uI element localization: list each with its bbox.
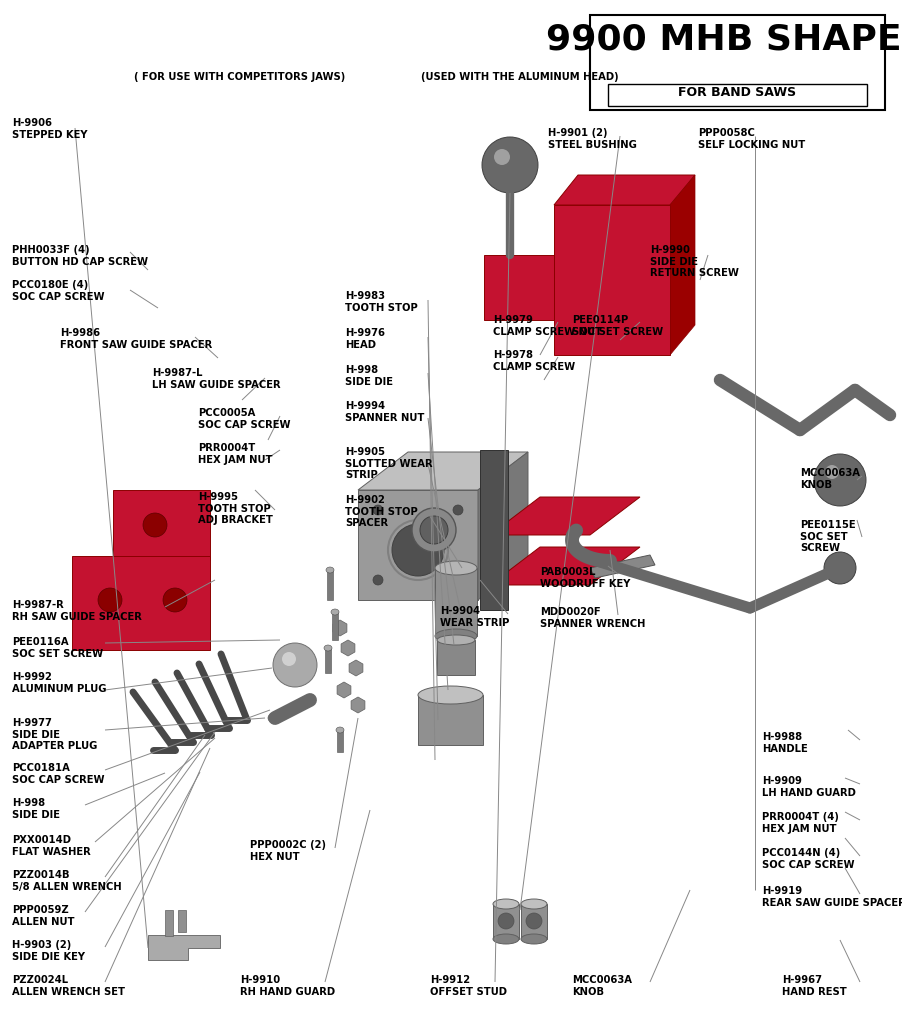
Circle shape bbox=[143, 513, 167, 537]
Text: PEE0115E
SOC SET
SCREW: PEE0115E SOC SET SCREW bbox=[799, 520, 855, 553]
Ellipse shape bbox=[437, 635, 474, 645]
Polygon shape bbox=[113, 490, 210, 560]
Bar bbox=[165, 910, 173, 936]
Text: H-9992
ALUMINUM PLUG: H-9992 ALUMINUM PLUG bbox=[12, 672, 106, 693]
Ellipse shape bbox=[520, 934, 547, 944]
Text: H-9912
OFFSET STUD: H-9912 OFFSET STUD bbox=[429, 975, 506, 996]
Polygon shape bbox=[554, 175, 695, 205]
Text: MDD0020F
SPANNER WRENCH: MDD0020F SPANNER WRENCH bbox=[539, 607, 645, 629]
Circle shape bbox=[163, 588, 187, 612]
Text: H-9906
STEPPED KEY: H-9906 STEPPED KEY bbox=[12, 118, 87, 139]
Text: MCC0063A
KNOB: MCC0063A KNOB bbox=[799, 468, 859, 489]
Text: PRR0004T
HEX JAM NUT: PRR0004T HEX JAM NUT bbox=[198, 443, 272, 465]
Ellipse shape bbox=[435, 561, 476, 575]
Text: H-9977
SIDE DIE
ADAPTER PLUG: H-9977 SIDE DIE ADAPTER PLUG bbox=[12, 718, 97, 752]
Text: PEE0116A
SOC SET SCREW: PEE0116A SOC SET SCREW bbox=[12, 637, 103, 658]
Text: PCC0005A
SOC CAP SCREW: PCC0005A SOC CAP SCREW bbox=[198, 408, 290, 430]
Text: (USED WITH THE ALUMINUM HEAD): (USED WITH THE ALUMINUM HEAD) bbox=[420, 72, 618, 82]
Ellipse shape bbox=[324, 645, 332, 651]
Bar bbox=[520, 904, 547, 939]
Polygon shape bbox=[72, 556, 210, 650]
Text: H-9901 (2)
STEEL BUSHING: H-9901 (2) STEEL BUSHING bbox=[548, 128, 636, 150]
Bar bbox=[437, 640, 474, 675]
Text: H-9976
HEAD: H-9976 HEAD bbox=[345, 328, 384, 349]
Circle shape bbox=[813, 454, 865, 506]
Bar bbox=[607, 84, 866, 106]
Polygon shape bbox=[589, 555, 654, 578]
Text: PXX0014D
FLAT WASHER: PXX0014D FLAT WASHER bbox=[12, 835, 90, 857]
Circle shape bbox=[453, 505, 463, 515]
Text: H-9990
SIDE DIE
RETURN SCREW: H-9990 SIDE DIE RETURN SCREW bbox=[649, 245, 738, 279]
Circle shape bbox=[493, 150, 510, 165]
Polygon shape bbox=[148, 935, 220, 961]
Polygon shape bbox=[554, 205, 669, 355]
Ellipse shape bbox=[418, 686, 483, 705]
Circle shape bbox=[98, 588, 122, 612]
Text: H-9983
TOOTH STOP: H-9983 TOOTH STOP bbox=[345, 291, 418, 312]
Text: H-9987-L
LH SAW GUIDE SPACER: H-9987-L LH SAW GUIDE SPACER bbox=[152, 368, 281, 389]
Text: PEE0114P
SOC SET SCREW: PEE0114P SOC SET SCREW bbox=[571, 315, 662, 337]
Polygon shape bbox=[357, 452, 528, 490]
Circle shape bbox=[391, 524, 444, 575]
Ellipse shape bbox=[492, 899, 519, 909]
Text: PPP0059Z
ALLEN NUT: PPP0059Z ALLEN NUT bbox=[12, 905, 75, 927]
Bar bbox=[492, 904, 519, 939]
Polygon shape bbox=[490, 547, 640, 585]
Text: PPP0002C (2)
HEX NUT: PPP0002C (2) HEX NUT bbox=[250, 840, 326, 861]
Ellipse shape bbox=[520, 899, 547, 909]
Bar bbox=[336, 730, 343, 752]
Circle shape bbox=[453, 575, 463, 585]
Text: PZZ0024L
ALLEN WRENCH SET: PZZ0024L ALLEN WRENCH SET bbox=[12, 975, 124, 996]
Text: FOR BAND SAWS: FOR BAND SAWS bbox=[677, 86, 796, 99]
Ellipse shape bbox=[492, 934, 519, 944]
Bar bbox=[178, 910, 186, 932]
Text: H-9995
TOOTH STOP
ADJ BRACKET: H-9995 TOOTH STOP ADJ BRACKET bbox=[198, 492, 272, 525]
Text: H-9987-R
RH SAW GUIDE SPACER: H-9987-R RH SAW GUIDE SPACER bbox=[12, 600, 142, 622]
Text: H-9979
CLAMP SCREW NUT: H-9979 CLAMP SCREW NUT bbox=[492, 315, 602, 337]
Circle shape bbox=[281, 652, 296, 666]
Text: H-9986
FRONT SAW GUIDE SPACER: H-9986 FRONT SAW GUIDE SPACER bbox=[60, 328, 212, 349]
Text: MCC0063A
KNOB: MCC0063A KNOB bbox=[571, 975, 631, 996]
Circle shape bbox=[419, 516, 447, 544]
Bar bbox=[435, 568, 476, 636]
Text: 9900 MHB SHAPER: 9900 MHB SHAPER bbox=[545, 23, 902, 57]
Ellipse shape bbox=[435, 629, 476, 643]
Text: H-9978
CLAMP SCREW: H-9978 CLAMP SCREW bbox=[492, 350, 575, 372]
Circle shape bbox=[497, 913, 513, 929]
Circle shape bbox=[272, 643, 317, 687]
Text: H-9904
WEAR STRIP: H-9904 WEAR STRIP bbox=[439, 606, 509, 628]
Text: PRR0004T (4)
HEX JAM NUT: PRR0004T (4) HEX JAM NUT bbox=[761, 812, 838, 834]
Polygon shape bbox=[483, 255, 554, 319]
Circle shape bbox=[824, 465, 838, 479]
Bar bbox=[418, 695, 483, 745]
Text: H-9967
HAND REST: H-9967 HAND REST bbox=[781, 975, 846, 996]
Text: H-9909
LH HAND GUARD: H-9909 LH HAND GUARD bbox=[761, 776, 855, 798]
Polygon shape bbox=[477, 452, 528, 600]
Text: PZZ0014B
5/8 ALLEN WRENCH: PZZ0014B 5/8 ALLEN WRENCH bbox=[12, 870, 122, 892]
Text: H-9902
TOOTH STOP
SPACER: H-9902 TOOTH STOP SPACER bbox=[345, 495, 418, 528]
Circle shape bbox=[824, 552, 855, 584]
Text: H-9919
REAR SAW GUIDE SPACER: H-9919 REAR SAW GUIDE SPACER bbox=[761, 886, 902, 907]
Text: H-9905
SLOTTED WEAR
STRIP: H-9905 SLOTTED WEAR STRIP bbox=[345, 447, 432, 480]
Text: PCC0144N (4)
SOC CAP SCREW: PCC0144N (4) SOC CAP SCREW bbox=[761, 848, 853, 869]
Text: ( FOR USE WITH COMPETITORS JAWS): ( FOR USE WITH COMPETITORS JAWS) bbox=[134, 72, 345, 82]
Bar bbox=[327, 570, 333, 600]
Polygon shape bbox=[480, 450, 508, 610]
Ellipse shape bbox=[336, 727, 344, 733]
Polygon shape bbox=[669, 175, 695, 355]
Circle shape bbox=[373, 505, 382, 515]
Text: H-9988
HANDLE: H-9988 HANDLE bbox=[761, 732, 807, 754]
Text: H-9994
SPANNER NUT: H-9994 SPANNER NUT bbox=[345, 401, 424, 423]
Text: PHH0033F (4)
BUTTON HD CAP SCREW: PHH0033F (4) BUTTON HD CAP SCREW bbox=[12, 245, 148, 266]
Circle shape bbox=[411, 508, 456, 552]
Polygon shape bbox=[357, 490, 477, 600]
Circle shape bbox=[526, 913, 541, 929]
Text: PPP0058C
SELF LOCKING NUT: PPP0058C SELF LOCKING NUT bbox=[697, 128, 805, 150]
Text: PAB0003L
WOODRUFF KEY: PAB0003L WOODRUFF KEY bbox=[539, 567, 630, 589]
Text: H-998
SIDE DIE: H-998 SIDE DIE bbox=[345, 365, 392, 387]
Bar bbox=[325, 648, 331, 673]
Bar bbox=[589, 15, 884, 110]
Text: H-9910
RH HAND GUARD: H-9910 RH HAND GUARD bbox=[240, 975, 335, 996]
Ellipse shape bbox=[326, 567, 334, 573]
Text: PCC0180E (4)
SOC CAP SCREW: PCC0180E (4) SOC CAP SCREW bbox=[12, 280, 105, 302]
